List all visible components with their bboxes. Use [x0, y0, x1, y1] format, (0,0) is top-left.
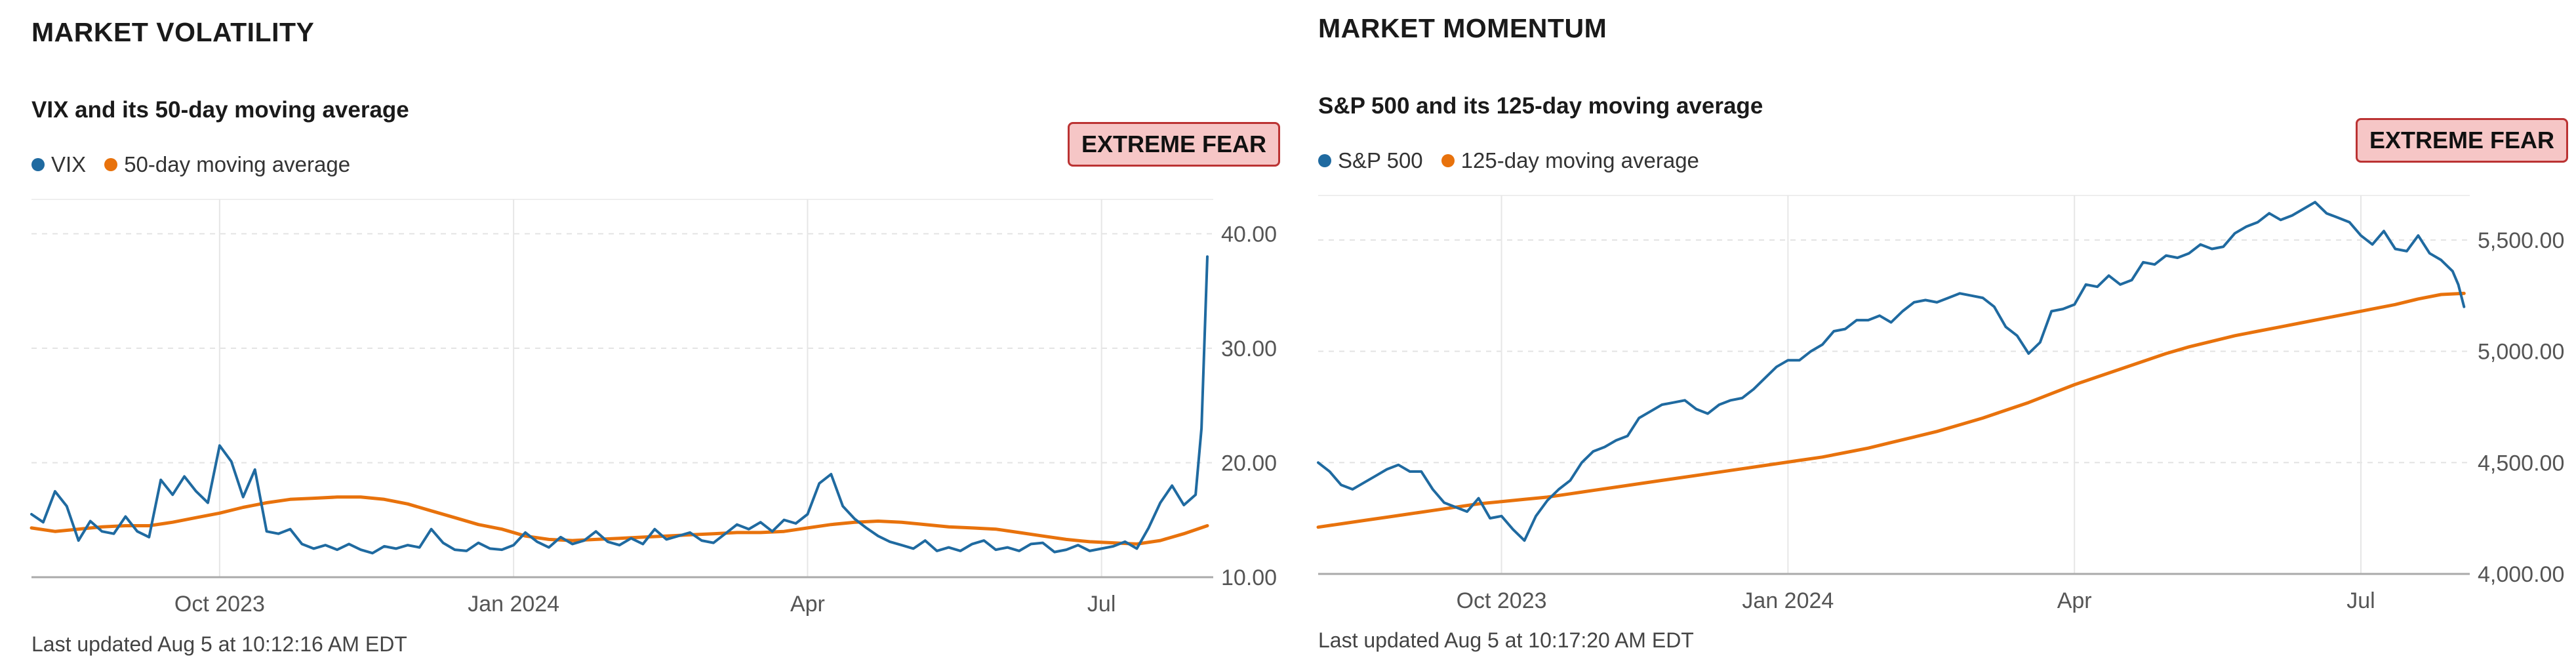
x-tick-label: Jul	[1087, 592, 1116, 617]
section-title: MARKET MOMENTUM	[1318, 13, 1607, 43]
series-line-average	[1316, 291, 2466, 529]
x-tick-label: Oct 2023	[174, 592, 265, 617]
legend-dot-icon	[1441, 154, 1455, 167]
x-tick-label: Jul	[2346, 588, 2375, 613]
y-tick-label: 30.00	[1221, 336, 1277, 361]
x-tick-label: Apr	[2057, 588, 2092, 613]
x-tick-label: Oct 2023	[1457, 588, 1547, 613]
section-title: MARKET VOLATILITY	[31, 17, 315, 47]
y-tick-label: 5,000.00	[2478, 340, 2564, 365]
y-tick-label: 40.00	[1221, 222, 1277, 247]
legend-dot-icon	[1318, 154, 1331, 167]
market-momentum-panel: MARKET MOMENTUM S&P 500 and its 125-day …	[1285, 0, 2576, 671]
chart-title: S&P 500 and its 125-day moving average	[1318, 93, 1763, 119]
series-line-main	[30, 255, 1209, 555]
last-updated: Last updated Aug 5 at 10:12:16 AM EDT	[31, 632, 407, 656]
vix-chart: 10.00 20.00 30.00 40.00 Oct 2023 Jan 2024 Apr J…	[30, 199, 1277, 617]
legend-item-series[interactable]: S&P 500	[1318, 148, 1423, 173]
y-tick-label: 10.00	[1221, 565, 1277, 590]
sentiment-badge: EXTREME FEAR	[1068, 122, 1281, 167]
chart-title: VIX and its 50-day moving average	[31, 97, 409, 123]
sentiment-badge: EXTREME FEAR	[2356, 118, 2569, 163]
y-tick-label: 20.00	[1221, 451, 1277, 476]
x-tick-label: Jan 2024	[1742, 588, 1834, 613]
legend-item-average[interactable]: 50-day moving average	[104, 152, 350, 177]
legend-dot-icon	[31, 158, 45, 171]
y-tick-label: 5,500.00	[2478, 228, 2564, 253]
series-line-main	[1317, 201, 2466, 542]
chart-legend: S&P 500 125-day moving average	[1318, 148, 1718, 173]
legend-item-series[interactable]: VIX	[31, 152, 86, 177]
legend-item-average[interactable]: 125-day moving average	[1441, 148, 1699, 173]
sp500-chart: 4,000.00 4,500.00 5,000.00 5,500.00 Oct 2023…	[1316, 195, 2564, 613]
y-tick-label: 4,500.00	[2478, 451, 2564, 476]
last-updated: Last updated Aug 5 at 10:17:20 AM EDT	[1318, 628, 1694, 652]
series-line-average	[30, 495, 1209, 546]
legend-label: VIX	[51, 152, 87, 176]
legend-label: 125-day moving average	[1460, 148, 1699, 173]
y-tick-label: 4,000.00	[2478, 562, 2564, 587]
legend-dot-icon	[104, 158, 118, 171]
legend-label: S&P 500	[1338, 148, 1423, 173]
chart-legend: VIX 50-day moving average	[31, 152, 369, 177]
x-tick-label: Jan 2024	[468, 592, 559, 617]
market-volatility-panel: MARKET VOLATILITY VIX and its 50-day mov…	[0, 0, 1285, 671]
legend-label: 50-day moving average	[124, 152, 351, 176]
x-tick-label: Apr	[790, 592, 825, 617]
